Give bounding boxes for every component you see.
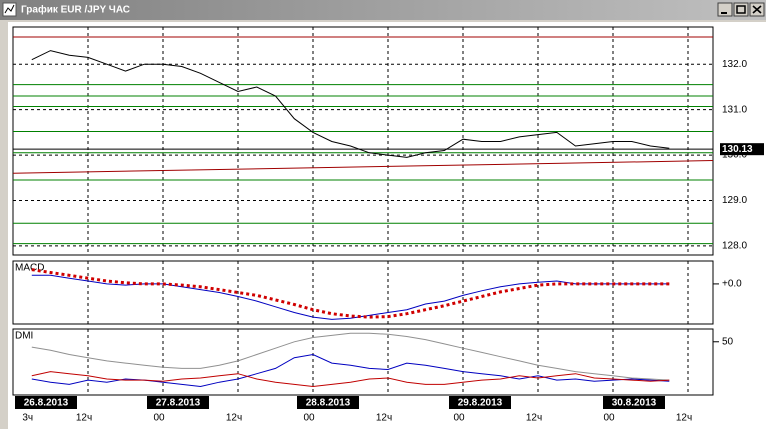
last-price-label: 130.13 — [722, 144, 753, 155]
minimize-button[interactable] — [717, 2, 733, 17]
date-label-box — [603, 396, 665, 409]
date-label: 28.8.2013 — [306, 398, 351, 409]
series-line — [31, 274, 670, 320]
title-bar — [0, 0, 766, 20]
series-line — [31, 50, 670, 158]
series-line — [31, 332, 670, 381]
x-tick-label: 12ч — [226, 413, 242, 424]
y-tick-label: 128.0 — [722, 241, 747, 252]
window-icon-glyph — [4, 4, 15, 14]
macd-pane — [12, 260, 714, 325]
date-label-box — [15, 396, 77, 409]
pane-title: MACD — [15, 263, 44, 274]
y-tick-label: 131.0 — [722, 104, 747, 115]
date-label: 29.8.2013 — [458, 398, 503, 409]
trend-line — [12, 160, 714, 174]
y-tick-label: 129.0 — [722, 195, 747, 206]
date-label: 30.8.2013 — [612, 398, 657, 409]
series-line — [31, 371, 670, 388]
date-label-box — [449, 396, 511, 409]
y-tick-label: 132.0 — [722, 59, 747, 70]
x-tick-label: 12ч — [676, 413, 692, 424]
x-tick-label: 12ч — [76, 413, 92, 424]
y-tick-label: 50 — [722, 336, 734, 347]
x-tick-label: 00 — [153, 413, 165, 424]
maximize-button[interactable] — [733, 2, 749, 17]
y-tick-label: +0.0 — [722, 279, 742, 290]
pane-title: DMI — [15, 331, 33, 342]
x-tick-label: 00 — [453, 413, 465, 424]
x-tick-label: 00 — [303, 413, 315, 424]
y-tick-label: 130.0 — [722, 150, 747, 161]
price-pane — [12, 26, 714, 256]
date-label-box — [297, 396, 359, 409]
dmi-pane — [12, 328, 714, 396]
date-label: 26.8.2013 — [24, 398, 69, 409]
date-label: 27.8.2013 — [156, 398, 201, 409]
window-title: График EUR /JPY ЧАС — [21, 4, 130, 16]
x-tick-label: 00 — [603, 413, 615, 424]
last-price-box — [720, 143, 764, 156]
close-glyph — [752, 5, 762, 14]
window-buttons — [717, 2, 765, 17]
date-label-box — [147, 396, 209, 409]
x-tick-label: 3ч — [22, 413, 33, 424]
x-tick-label: 12ч — [376, 413, 392, 424]
maximize-glyph — [736, 5, 746, 14]
x-tick-label: 12ч — [526, 413, 542, 424]
